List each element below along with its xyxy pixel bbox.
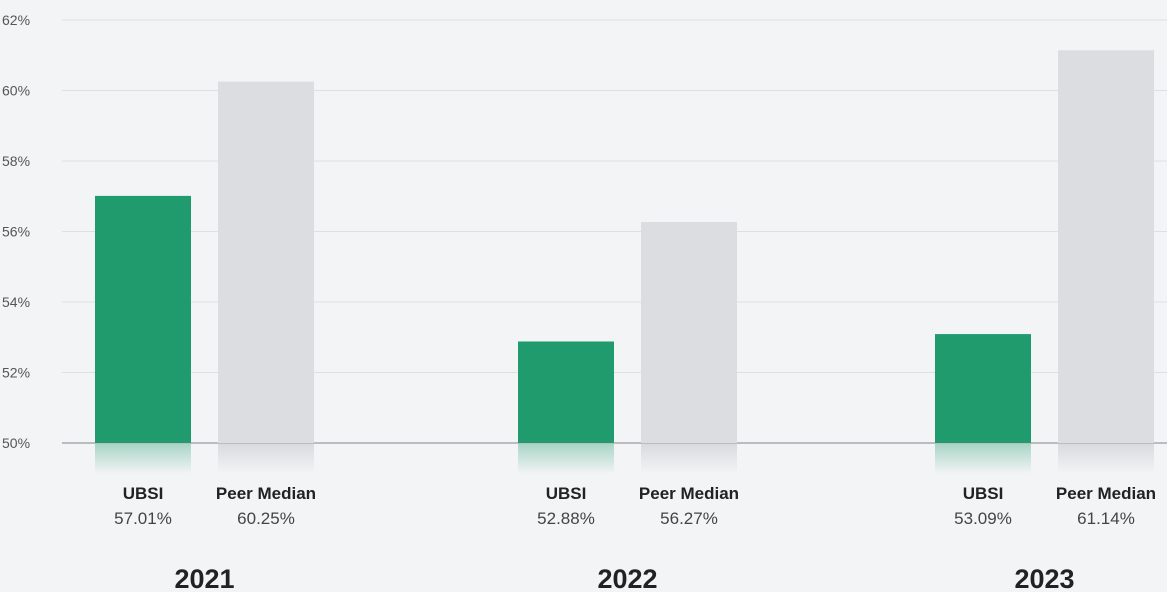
- bar-reflection: [641, 444, 737, 474]
- series-label: Peer Median: [1056, 484, 1156, 503]
- y-tick-label: 50%: [2, 435, 30, 451]
- y-tick-label: 58%: [2, 153, 30, 169]
- y-tick-label: 52%: [2, 365, 30, 381]
- value-label: 57.01%: [114, 509, 172, 528]
- bar-ubsi: [518, 341, 614, 443]
- y-tick-label: 62%: [2, 12, 30, 28]
- bar-reflection: [935, 444, 1031, 474]
- bar-reflection: [1058, 444, 1154, 474]
- year-label: 2022: [597, 564, 657, 592]
- category-labels: UBSI 57.01% Peer Median 60.25% 2021 UBSI 52.88…: [114, 484, 1156, 592]
- value-label: 56.27%: [660, 509, 718, 528]
- bar-reflection: [218, 444, 314, 474]
- bar-peer-median: [641, 221, 737, 443]
- series-label: UBSI: [546, 484, 587, 503]
- bar-ubsi: [95, 195, 191, 443]
- series-label: UBSI: [123, 484, 164, 503]
- value-label: 61.14%: [1077, 509, 1135, 528]
- bar-reflection: [518, 444, 614, 474]
- year-label: 2023: [1014, 564, 1074, 592]
- year-label: 2021: [174, 564, 234, 592]
- bars: [95, 50, 1154, 474]
- y-tick-label: 60%: [2, 83, 30, 99]
- value-label: 52.88%: [537, 509, 595, 528]
- bar-peer-median: [1058, 50, 1154, 443]
- bar-reflection: [95, 444, 191, 474]
- y-tick-label: 54%: [2, 294, 30, 310]
- value-label: 60.25%: [237, 509, 295, 528]
- bar-ubsi: [935, 334, 1031, 443]
- series-label: Peer Median: [639, 484, 739, 503]
- value-label: 53.09%: [954, 509, 1012, 528]
- series-label: UBSI: [963, 484, 1004, 503]
- y-tick-label: 56%: [2, 224, 30, 240]
- series-label: Peer Median: [216, 484, 316, 503]
- bar-peer-median: [218, 81, 314, 443]
